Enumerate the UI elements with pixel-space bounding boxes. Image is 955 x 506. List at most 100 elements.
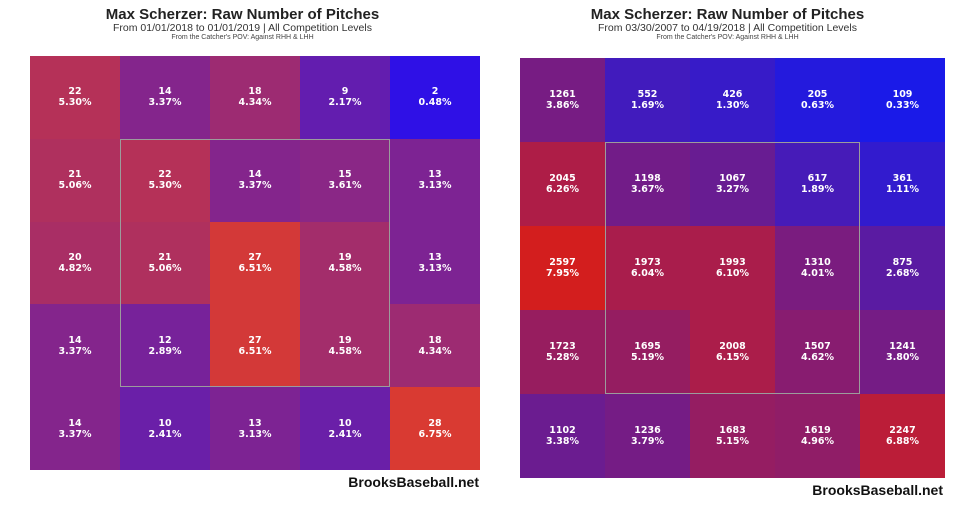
cell-count: 19 — [338, 334, 352, 346]
cell-percent: 6.26% — [546, 184, 579, 195]
cell-percent: 0.48% — [418, 97, 452, 109]
cell-percent: 3.38% — [546, 436, 579, 447]
cell-percent: 3.37% — [58, 428, 92, 440]
cell-percent: 3.37% — [148, 97, 182, 109]
heatmap-cell: 1619 4.96% — [775, 394, 860, 478]
heatmap-cell: 205 0.63% — [775, 58, 860, 142]
cell-percent: 4.82% — [58, 262, 92, 274]
cell-percent: 5.06% — [58, 180, 92, 192]
heatmap-cell: 14 3.37% — [210, 138, 300, 222]
cell-percent: 4.01% — [801, 268, 834, 279]
cell-count: 14 — [158, 86, 172, 98]
chart-right: Max Scherzer: Raw Number of Pitches From… — [500, 0, 955, 506]
cell-count: 27 — [248, 334, 262, 346]
heatmap-cell: 2045 6.26% — [520, 142, 605, 226]
cell-count: 14 — [248, 169, 262, 181]
heatmap-cell: 1683 5.15% — [690, 394, 775, 478]
heatmap-cell: 9 2.17% — [300, 56, 390, 139]
chart-subtitle: From 01/01/2018 to 01/01/2019 | All Comp… — [113, 22, 372, 34]
heatmap-cell: 2 0.48% — [390, 56, 480, 139]
heatmap-cell: 21 5.06% — [120, 221, 210, 305]
heatmap-grid: 1261 3.86% 552 1.69% 426 1.30% 205 0.63% 109 0.33… — [520, 58, 945, 478]
cell-percent: 6.04% — [631, 268, 664, 279]
cell-percent: 3.79% — [631, 436, 664, 447]
cell-count: 22 — [68, 86, 82, 98]
cell-count: 1198 — [634, 173, 661, 184]
heatmap-cell: 14 3.37% — [30, 387, 120, 470]
cell-count: 15 — [338, 169, 352, 181]
heatmap-cell: 2247 6.88% — [860, 394, 945, 478]
cell-percent: 0.63% — [801, 100, 834, 111]
cell-percent: 6.51% — [238, 345, 272, 357]
heatmap-cell: 1198 3.67% — [605, 142, 690, 226]
cell-percent: 4.58% — [328, 262, 362, 274]
cell-percent: 3.13% — [418, 180, 452, 192]
heatmap-cell: 15 3.61% — [300, 138, 390, 222]
heatmap-cell: 1695 5.19% — [605, 310, 690, 394]
cell-count: 18 — [248, 86, 262, 98]
cell-percent: 1.30% — [716, 100, 749, 111]
heatmap-cell: 19 4.58% — [300, 221, 390, 305]
cell-count: 1241 — [889, 341, 916, 352]
heatmap-cell: 28 6.75% — [390, 387, 480, 470]
cell-count: 1695 — [634, 341, 661, 352]
cell-percent: 5.19% — [631, 352, 664, 363]
cell-percent: 1.69% — [631, 100, 664, 111]
cell-count: 21 — [68, 169, 82, 181]
heatmap-cell: 1261 3.86% — [520, 58, 605, 142]
cell-count: 1236 — [634, 425, 661, 436]
cell-percent: 6.51% — [238, 262, 272, 274]
heatmap-cell: 10 2.41% — [120, 387, 210, 470]
heatmap-cell: 552 1.69% — [605, 58, 690, 142]
cell-percent: 0.33% — [886, 100, 919, 111]
cell-percent: 5.06% — [148, 262, 182, 274]
heatmap-cell: 20 4.82% — [30, 221, 120, 305]
cell-count: 19 — [338, 251, 352, 263]
heatmap-cell: 14 3.37% — [120, 56, 210, 139]
cell-count: 10 — [338, 417, 352, 429]
cell-count: 109 — [892, 89, 913, 100]
cell-count: 18 — [428, 334, 442, 346]
heatmap-cell: 1993 6.10% — [690, 226, 775, 310]
heatmap-cell: 875 2.68% — [860, 226, 945, 310]
heatmap-cell: 1102 3.38% — [520, 394, 605, 478]
chart-title: Max Scherzer: Raw Number of Pitches — [105, 6, 380, 23]
heatmap-cell: 22 5.30% — [30, 56, 120, 139]
watermark: BrooksBaseball.net — [348, 474, 479, 490]
cell-count: 10 — [158, 417, 172, 429]
cell-count: 21 — [158, 251, 172, 263]
heatmap-cell: 13 3.13% — [390, 221, 480, 305]
cell-percent: 3.61% — [328, 180, 362, 192]
cell-count: 1683 — [719, 425, 746, 436]
heatmap-cell: 27 6.51% — [210, 221, 300, 305]
heatmap-cell: 10 2.41% — [300, 387, 390, 470]
cell-percent: 3.13% — [238, 428, 272, 440]
heatmap-cell: 617 1.89% — [775, 142, 860, 226]
cell-percent: 3.37% — [238, 180, 272, 192]
cell-count: 875 — [892, 257, 913, 268]
heatmap-cell: 27 6.51% — [210, 304, 300, 388]
heatmap-cell: 14 3.37% — [30, 304, 120, 388]
cell-percent: 3.86% — [546, 100, 579, 111]
heatmap-cell: 18 4.34% — [390, 304, 480, 388]
cell-percent: 6.10% — [716, 268, 749, 279]
cell-count: 1310 — [804, 257, 831, 268]
cell-count: 361 — [892, 173, 913, 184]
cell-count: 617 — [807, 173, 828, 184]
cell-percent: 2.89% — [148, 345, 182, 357]
heatmap-cell: 1973 6.04% — [605, 226, 690, 310]
cell-count: 205 — [807, 89, 828, 100]
cell-percent: 4.34% — [418, 345, 452, 357]
cell-percent: 5.30% — [58, 97, 92, 109]
cell-count: 552 — [637, 89, 658, 100]
cell-percent: 1.11% — [886, 184, 919, 195]
heatmap-cell: 13 3.13% — [210, 387, 300, 470]
cell-count: 1067 — [719, 173, 746, 184]
cell-count: 2045 — [549, 173, 576, 184]
cell-count: 1619 — [804, 425, 831, 436]
watermark: BrooksBaseball.net — [812, 482, 943, 498]
heatmap-cell: 13 3.13% — [390, 138, 480, 222]
heatmap-cell: 1236 3.79% — [605, 394, 690, 478]
heatmap-cell: 12 2.89% — [120, 304, 210, 388]
cell-percent: 3.27% — [716, 184, 749, 195]
